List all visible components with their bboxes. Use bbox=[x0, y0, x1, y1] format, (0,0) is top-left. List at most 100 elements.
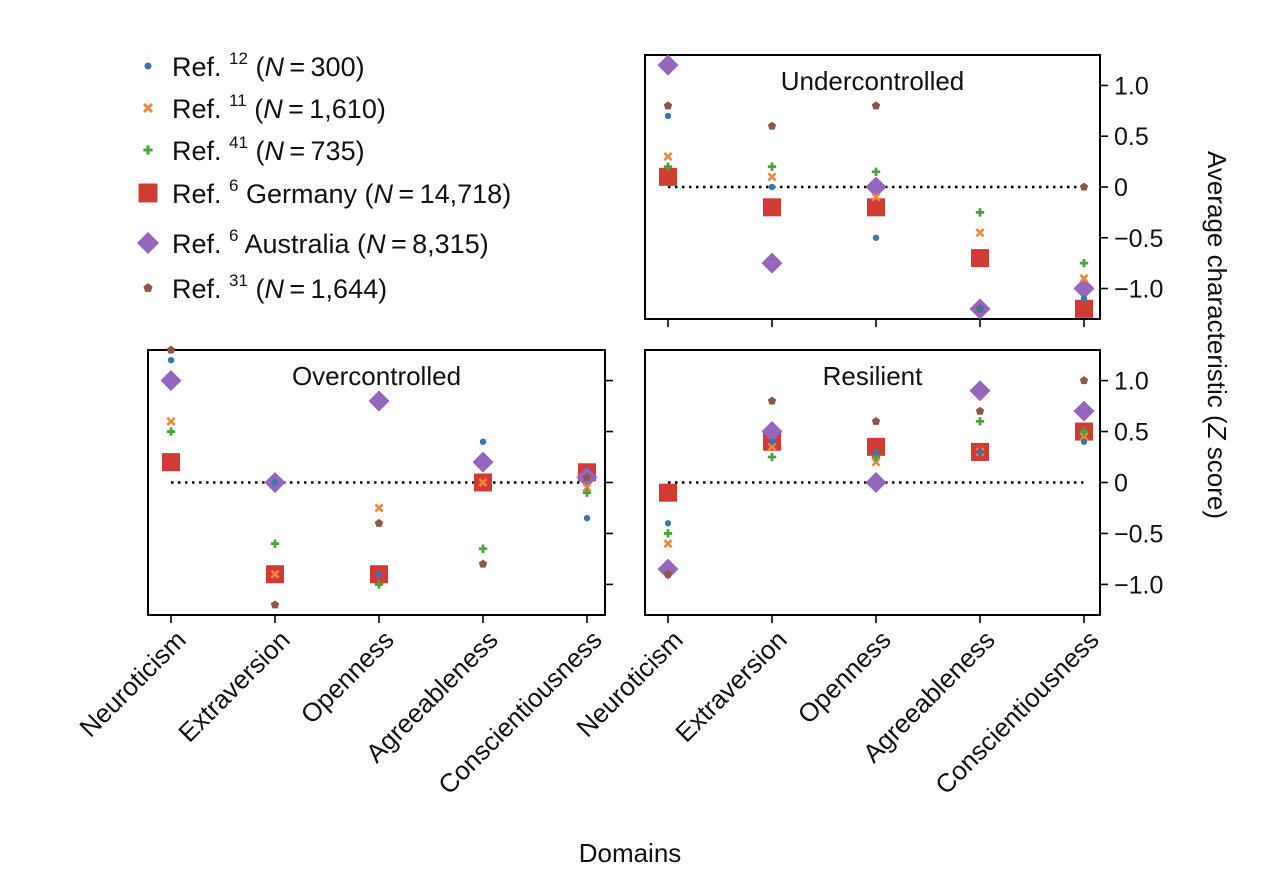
y-tick-label: 0 bbox=[1114, 470, 1128, 498]
legend-marker bbox=[143, 283, 153, 292]
data-point-sde bbox=[867, 437, 885, 456]
legend-item-s31: Ref. 31 (N = 1,644) bbox=[143, 271, 387, 304]
data-point-s12 bbox=[976, 305, 984, 313]
data-point-s31 bbox=[582, 473, 592, 481]
data-point-s41 bbox=[975, 417, 985, 426]
panel-title: Resilient bbox=[823, 361, 923, 391]
x-axis-labels: NeuroticismExtraversionOpennessAgreeable… bbox=[73, 624, 1104, 800]
data-point-s11 bbox=[871, 457, 881, 467]
x-axis-title: Domains bbox=[579, 838, 682, 868]
legend-item-s11: Ref. 11 (N = 1,610) bbox=[143, 91, 386, 124]
y-tick-label: −1.0 bbox=[1114, 276, 1163, 304]
data-point-s11 bbox=[871, 192, 881, 202]
data-point-s11 bbox=[767, 172, 777, 182]
data-point-s41 bbox=[767, 452, 777, 462]
data-point-s11 bbox=[374, 503, 384, 513]
y-tick-label: 0.5 bbox=[1114, 419, 1149, 447]
data-point-sde bbox=[867, 198, 885, 217]
data-point-sau bbox=[368, 390, 390, 412]
panels: Undercontrolled Overcontrolled Resilient bbox=[147, 54, 1108, 623]
data-point-s31 bbox=[663, 569, 673, 578]
legend-item-s41: Ref. 41 (N = 735) bbox=[143, 133, 365, 166]
data-point-s31 bbox=[270, 600, 280, 609]
legend-label: Ref. 12 (N = 300) bbox=[172, 49, 365, 82]
data-point-sau bbox=[657, 558, 679, 580]
data-point-s12 bbox=[664, 112, 672, 120]
data-point-s12 bbox=[1080, 438, 1088, 445]
data-point-s12 bbox=[664, 520, 672, 527]
legend-marker bbox=[138, 183, 158, 203]
data-point-sde bbox=[1075, 299, 1093, 318]
data-point-s11 bbox=[582, 483, 592, 493]
panel-title: Overcontrolled bbox=[292, 361, 461, 391]
data-point-s41 bbox=[663, 162, 673, 171]
data-point-s12 bbox=[271, 479, 279, 486]
x-tick-label: Extraversion bbox=[669, 624, 792, 747]
data-point-sau bbox=[1073, 400, 1095, 422]
y-axis-right: 1.0 0.5 0 −0.5 −1.0 1.0 0.5 0 −0.5 −1.0 bbox=[1114, 72, 1163, 599]
data-point-s12 bbox=[768, 183, 776, 191]
data-point-sde bbox=[659, 483, 677, 502]
data-point-sau bbox=[761, 252, 783, 274]
data-point-s12 bbox=[872, 234, 880, 241]
data-point-s11 bbox=[166, 416, 176, 426]
data-point-s12 bbox=[872, 448, 880, 456]
data-point-s41 bbox=[582, 488, 592, 497]
data-point-sde bbox=[763, 198, 781, 217]
data-point-s12 bbox=[1080, 295, 1088, 302]
y-tick-label: 0 bbox=[1114, 174, 1128, 202]
data-point-sde bbox=[162, 453, 180, 472]
data-point-s11 bbox=[663, 539, 673, 549]
legend-item-sde: Ref. 6 Germany (N = 14,718) bbox=[138, 176, 511, 209]
data-point-s12 bbox=[976, 448, 984, 456]
data-point-s41 bbox=[871, 167, 881, 176]
y-axis-title: Average characteristic (Z score) bbox=[1202, 151, 1232, 519]
data-point-s11 bbox=[270, 569, 280, 579]
data-point-s31 bbox=[767, 396, 777, 405]
legend-marker bbox=[143, 145, 153, 155]
data-point-s41 bbox=[374, 580, 384, 589]
data-point-s12 bbox=[583, 514, 591, 522]
data-point-s41 bbox=[767, 162, 777, 171]
data-point-s31 bbox=[975, 406, 985, 415]
y-tick-label: 0.5 bbox=[1114, 123, 1149, 151]
data-point-s11 bbox=[1079, 273, 1089, 283]
panel-title: Undercontrolled bbox=[781, 66, 965, 96]
data-point-s31 bbox=[374, 518, 384, 527]
data-point-sau bbox=[865, 472, 887, 493]
data-point-sde bbox=[659, 167, 677, 186]
data-point-s31 bbox=[871, 416, 881, 425]
data-point-s11 bbox=[478, 477, 488, 488]
y-tick-label: −0.5 bbox=[1114, 520, 1163, 548]
x-tick-label: Openness bbox=[792, 624, 897, 729]
x-tick-label: Openness bbox=[295, 624, 400, 729]
data-point-s31 bbox=[663, 101, 673, 110]
data-point-s31 bbox=[1079, 376, 1089, 385]
data-point-s11 bbox=[975, 228, 985, 238]
y-tick-label: 1.0 bbox=[1114, 368, 1149, 396]
data-point-s41 bbox=[663, 529, 673, 538]
data-point-s31 bbox=[1079, 182, 1089, 191]
data-point-s41 bbox=[1079, 258, 1089, 268]
data-point-s41 bbox=[478, 544, 488, 553]
y-tick-label: −1.0 bbox=[1114, 571, 1163, 599]
data-point-s31 bbox=[767, 121, 777, 130]
data-point-s12 bbox=[167, 356, 175, 364]
data-point-s41 bbox=[975, 208, 985, 217]
data-point-sau bbox=[160, 370, 182, 392]
data-point-s11 bbox=[663, 152, 673, 162]
y-tick-label: 1.0 bbox=[1114, 72, 1149, 100]
legend-item-sau: Ref. 6 Australia (N = 8,315) bbox=[136, 226, 489, 259]
panel-overcontrolled: Overcontrolled bbox=[147, 345, 613, 623]
data-point-s31 bbox=[166, 345, 176, 354]
legend-label: Ref. 31 (N = 1,644) bbox=[172, 271, 387, 304]
x-tick-label: Extraversion bbox=[172, 624, 295, 747]
legend-label: Ref. 6 Germany (N = 14,718) bbox=[172, 176, 511, 209]
data-point-s41 bbox=[1079, 427, 1089, 436]
panel-undercontrolled: Undercontrolled bbox=[644, 54, 1108, 327]
data-point-s31 bbox=[871, 101, 881, 110]
data-point-sau bbox=[969, 380, 991, 402]
data-point-s41 bbox=[270, 539, 280, 548]
legend-marker bbox=[144, 62, 152, 70]
